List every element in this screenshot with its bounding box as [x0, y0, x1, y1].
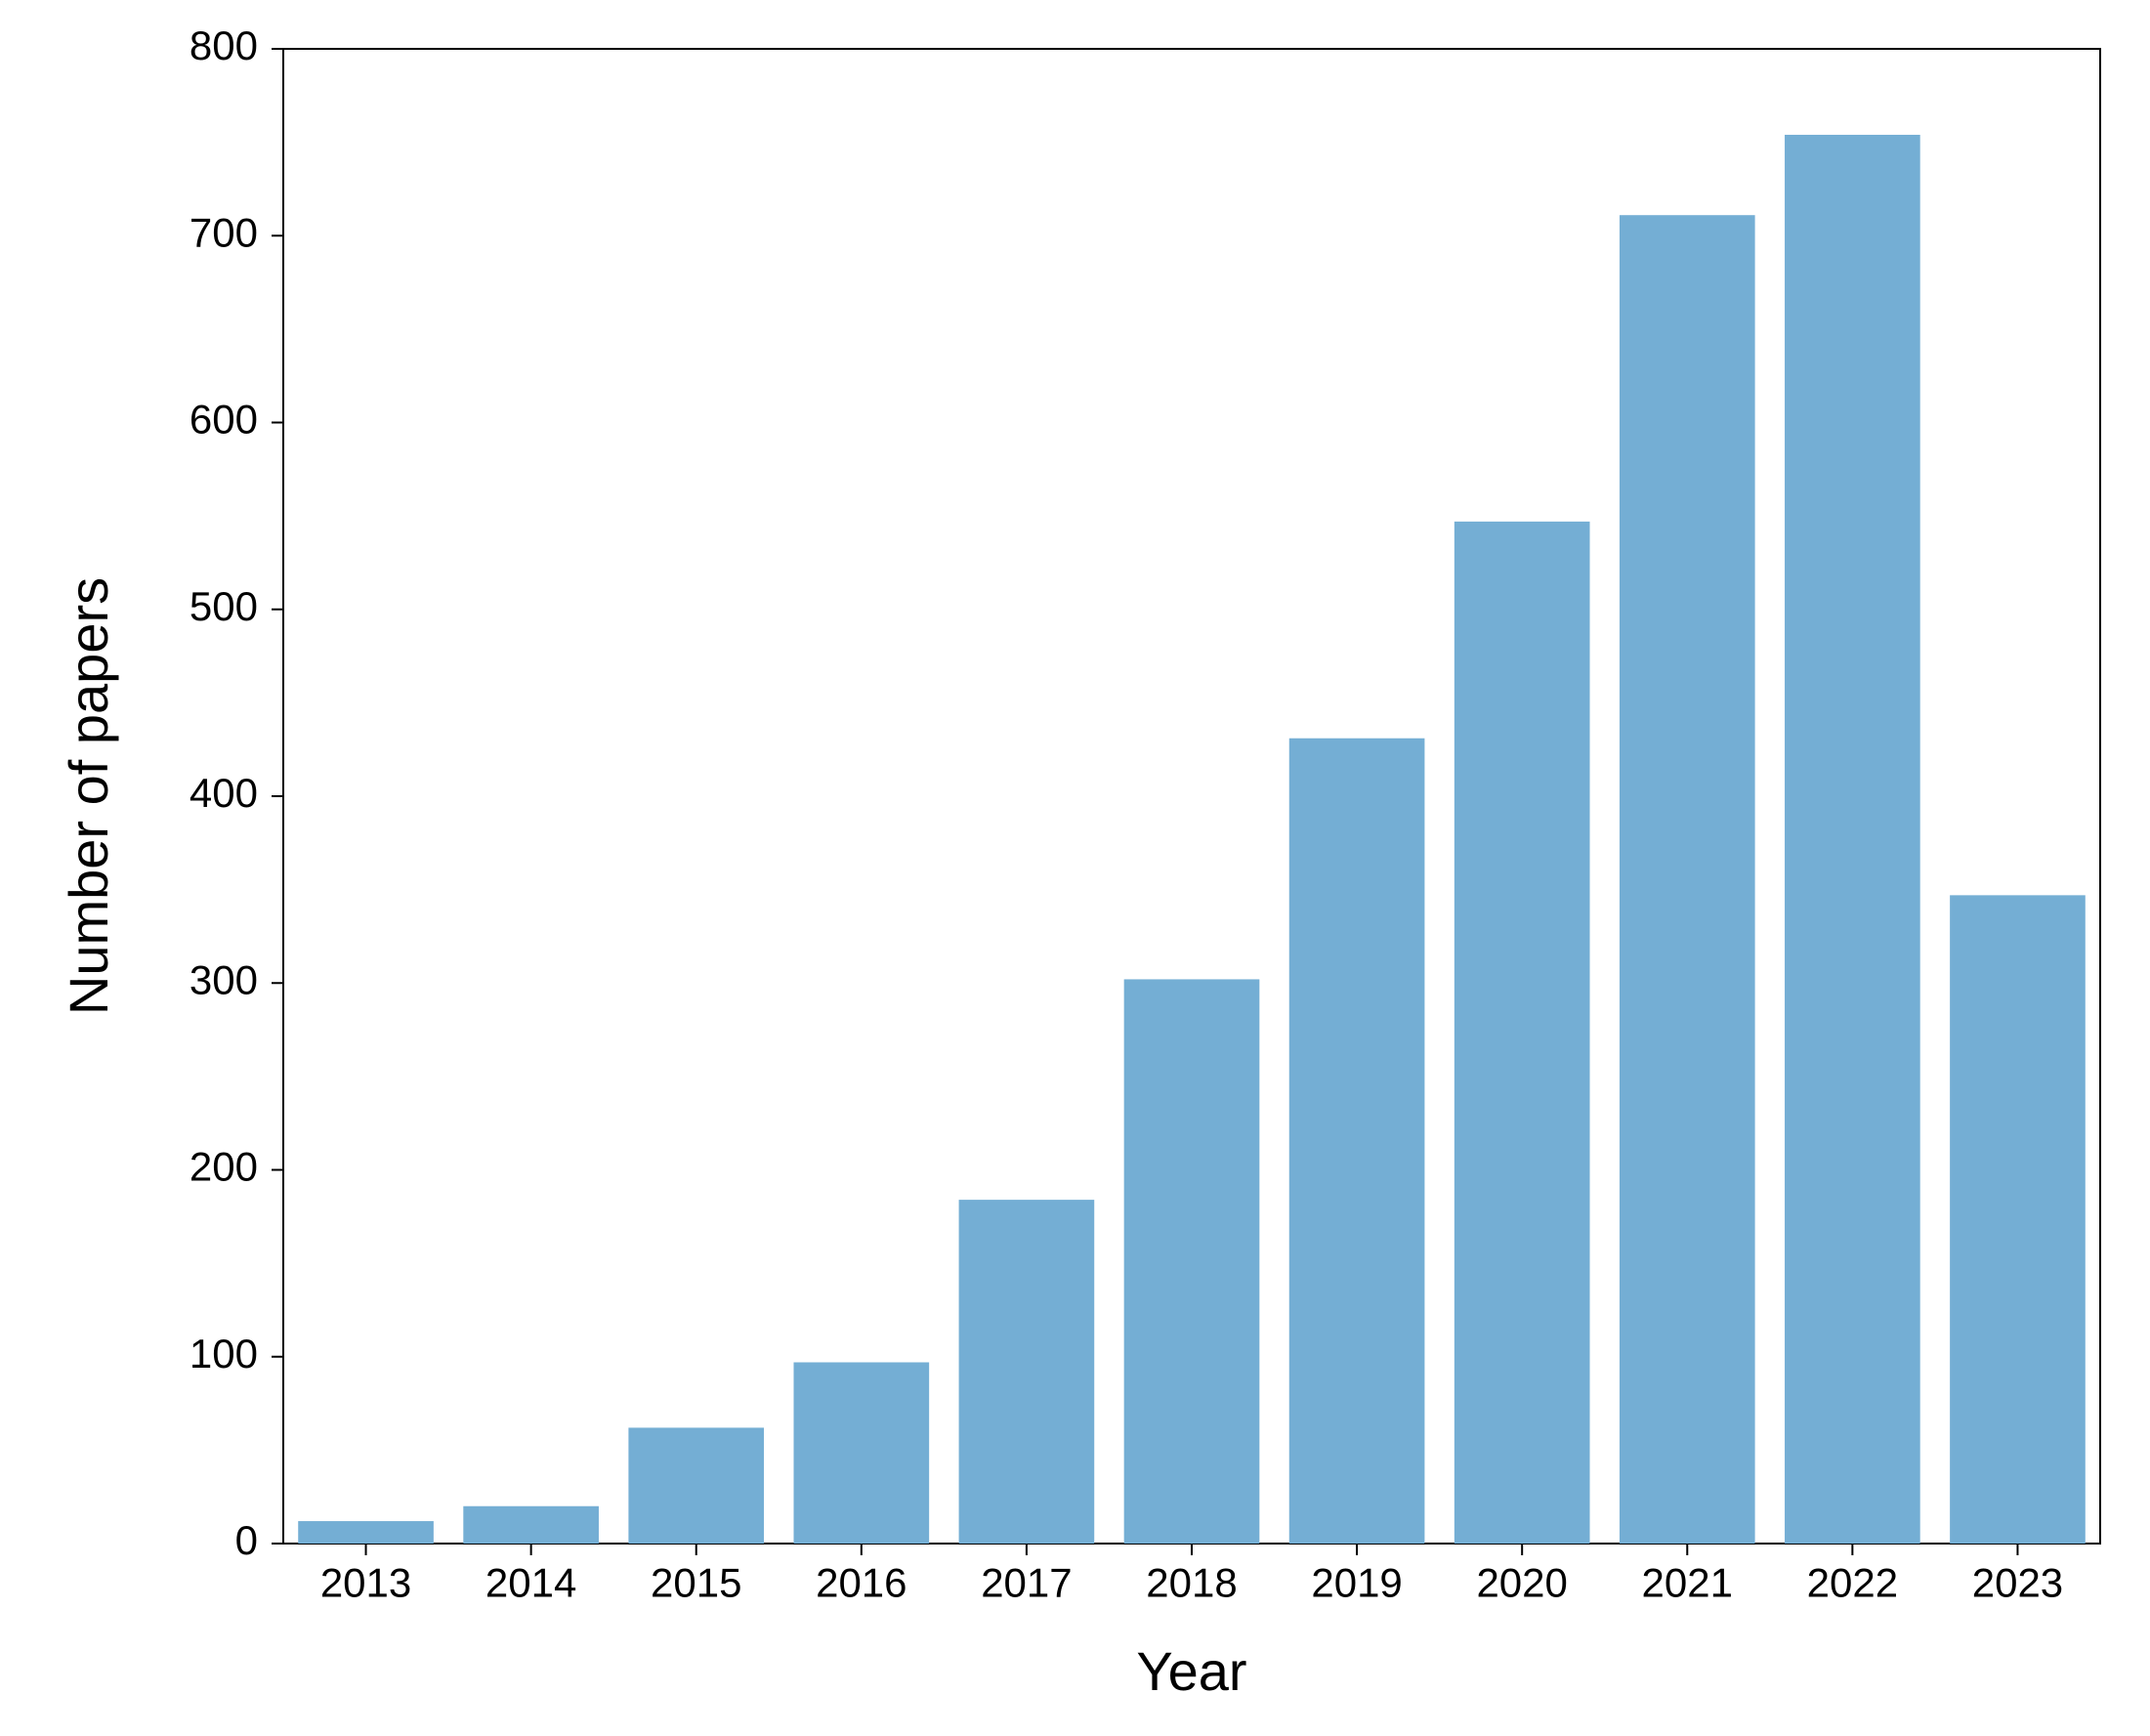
- bar: [1124, 979, 1260, 1544]
- bar: [793, 1362, 929, 1544]
- bar: [1950, 895, 2086, 1544]
- bar: [1289, 739, 1425, 1544]
- y-tick-label: 100: [190, 1331, 258, 1376]
- bar: [1454, 522, 1590, 1544]
- x-axis-label: Year: [1136, 1640, 1246, 1702]
- y-tick-label: 500: [190, 583, 258, 629]
- x-tick-label: 2016: [816, 1559, 906, 1605]
- bar: [959, 1200, 1095, 1544]
- x-tick-label: 2013: [320, 1559, 411, 1605]
- bar: [298, 1521, 434, 1544]
- y-tick-label: 200: [190, 1144, 258, 1190]
- bar: [1785, 135, 1920, 1544]
- x-tick-label: 2015: [651, 1559, 741, 1605]
- chart-svg: 0 100 200 300 400 500 600 700 800 2013 2014 2015 201…: [0, 0, 2150, 1736]
- bar: [1620, 215, 1755, 1544]
- y-tick-label: 300: [190, 956, 258, 1002]
- bar: [463, 1506, 599, 1544]
- x-tick-label: 2022: [1807, 1559, 1898, 1605]
- x-tick-label: 2023: [1972, 1559, 2063, 1605]
- y-tick-label: 0: [235, 1517, 258, 1563]
- y-tick-label: 800: [190, 22, 258, 68]
- x-tick-label: 2021: [1642, 1559, 1733, 1605]
- y-tick-label: 600: [190, 397, 258, 443]
- y-axis-label: Number of papers: [58, 577, 119, 1015]
- y-tick-label: 700: [190, 209, 258, 255]
- x-tick-label: 2017: [981, 1559, 1072, 1605]
- x-tick-label: 2020: [1476, 1559, 1567, 1605]
- x-tick-label: 2019: [1311, 1559, 1402, 1605]
- y-tick-label: 400: [190, 770, 258, 816]
- x-tick-label: 2014: [485, 1559, 576, 1605]
- bar-chart: 0 100 200 300 400 500 600 700 800 2013 2014 2015 201…: [0, 0, 2150, 1736]
- x-tick-label: 2018: [1146, 1559, 1237, 1605]
- bar: [628, 1427, 764, 1544]
